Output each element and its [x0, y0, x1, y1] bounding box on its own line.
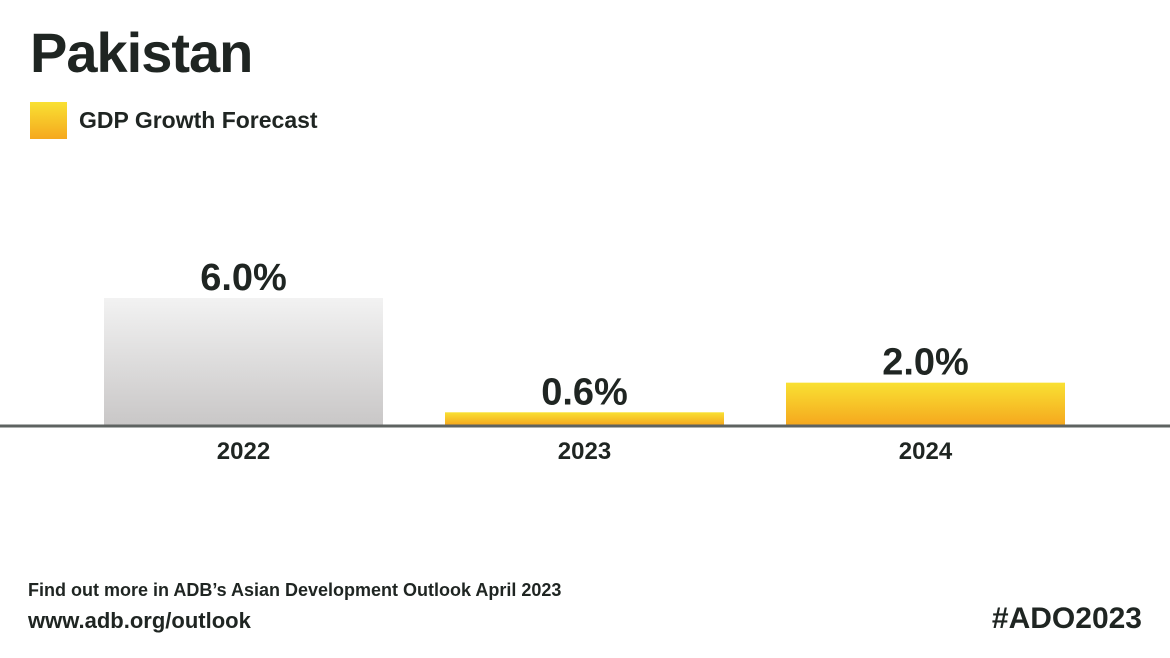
hashtag: #ADO2023	[991, 602, 1142, 635]
category-label-2024: 2024	[899, 438, 953, 465]
bar-2022	[104, 298, 383, 425]
value-label-2024: 2.0%	[882, 342, 969, 384]
value-label-2022: 6.0%	[200, 257, 287, 299]
legend-swatch	[30, 102, 67, 139]
category-label-2023: 2023	[558, 438, 611, 465]
category-label-2022: 2022	[217, 438, 270, 465]
value-label-2023: 0.6%	[541, 371, 628, 413]
footer-url: www.adb.org/outlook	[28, 608, 251, 633]
legend-label: GDP Growth Forecast	[79, 107, 318, 133]
bar-2023	[445, 412, 724, 425]
chart-title: Pakistan	[30, 21, 253, 84]
bar-2024	[786, 382, 1065, 425]
legend: GDP Growth Forecast	[30, 102, 318, 139]
footer-note: Find out more in ADB’s Asian Development…	[28, 580, 562, 600]
